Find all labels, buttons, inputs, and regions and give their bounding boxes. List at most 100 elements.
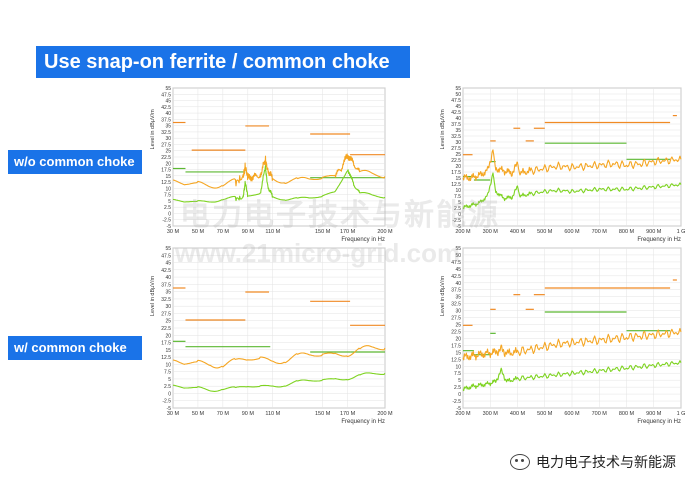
emi-chart-high-without-choke: 555047.54542.54037.53532.53027.52522.520… [440, 86, 685, 243]
x-tick-label: 50 M [192, 411, 205, 417]
y-tick-label: 35 [165, 290, 171, 296]
y-tick-label: 17.5 [451, 343, 461, 349]
x-tick-label: 70 M [217, 411, 230, 417]
y-tick-label: 5 [168, 199, 171, 205]
series-peak-line [172, 153, 386, 189]
y-tick-label: 42.5 [161, 105, 171, 111]
y-tick-label: 30 [455, 140, 461, 146]
x-tick-label: 110 M [265, 411, 280, 417]
series-peak-line [462, 327, 682, 361]
y-tick-label: 25 [455, 152, 461, 158]
series-average-line [462, 172, 682, 210]
x-tick-label: 900 M [646, 411, 662, 417]
y-tick-label: 12.5 [161, 355, 171, 361]
y-tick-label: 20 [455, 164, 461, 170]
y-tick-label: 55 [455, 86, 461, 92]
x-tick-label: 400 M [510, 229, 526, 235]
x-tick-label: 30 M [167, 229, 180, 235]
y-tick-label: 45 [165, 261, 171, 267]
y-tick-label: 35 [165, 124, 171, 130]
y-tick-label: 37.5 [161, 282, 171, 288]
x-tick-label: 150 M [315, 411, 331, 417]
y-tick-label: 45 [165, 99, 171, 105]
y-tick-label: 35 [455, 128, 461, 134]
footer-brand: 电力电子技术与新能源 [510, 452, 676, 472]
y-tick-label: 7.5 [164, 193, 171, 199]
y-tick-label: 15 [165, 174, 171, 180]
x-tick-label: 30 M [167, 411, 180, 417]
y-tick-label: 37.5 [451, 122, 461, 128]
y-tick-label: 47.5 [161, 253, 171, 259]
y-tick-label: 30 [165, 136, 171, 142]
x-tick-label: 70 M [217, 229, 230, 235]
y-axis-label: Level in dBµV/m [150, 109, 156, 150]
y-tick-label: 32.5 [161, 297, 171, 303]
y-tick-label: 10 [165, 362, 171, 368]
series-peak-line [462, 149, 682, 182]
y-tick-label: 55 [165, 246, 171, 252]
y-tick-label: 2.5 [164, 205, 171, 211]
y-tick-label: 40 [165, 111, 171, 117]
y-axis-label: Level in dBµV/m [440, 276, 446, 317]
y-tick-label: 12.5 [451, 182, 461, 188]
x-tick-label: 700 M [592, 411, 608, 417]
x-tick-label: 600 M [564, 229, 580, 235]
y-tick-label: 0 [168, 391, 171, 397]
y-tick-label: -2.5 [452, 399, 461, 405]
y-tick-label: 22.5 [451, 158, 461, 164]
y-tick-label: 0 [458, 392, 461, 398]
y-tick-label: 17.5 [451, 170, 461, 176]
y-axis-label: Level in dBµV/m [150, 276, 156, 317]
y-tick-label: 0 [458, 212, 461, 218]
y-tick-label: 2.5 [454, 206, 461, 212]
y-tick-label: 12.5 [161, 180, 171, 186]
series-average-line [172, 372, 386, 392]
x-tick-label: 150 M [315, 229, 331, 235]
y-tick-label: 10 [455, 188, 461, 194]
label-without-choke: w/o common choke [8, 150, 142, 174]
y-tick-label: 15 [455, 176, 461, 182]
y-tick-label: 27.5 [451, 316, 461, 322]
x-tick-label: 90 M [242, 229, 255, 235]
slide-title: Use snap-on ferrite / common choke [36, 46, 410, 78]
y-tick-label: 10 [455, 364, 461, 370]
y-tick-label: -5 [167, 406, 172, 412]
y-tick-label: 25 [455, 323, 461, 329]
y-axis-label: Level in dBµV/m [440, 109, 446, 150]
y-tick-label: 47.5 [161, 92, 171, 98]
y-tick-label: 17.5 [161, 341, 171, 347]
x-axis-label: Frequency in Hz [637, 419, 681, 425]
y-tick-label: 40 [165, 275, 171, 281]
y-tick-label: 7.5 [454, 194, 461, 200]
y-tick-label: 20 [165, 161, 171, 167]
x-tick-label: 500 M [537, 411, 553, 417]
x-tick-label: 50 M [192, 229, 205, 235]
x-tick-label: 200 M [455, 229, 471, 235]
x-tick-label: 500 M [537, 229, 553, 235]
x-tick-label: 400 M [510, 411, 526, 417]
y-tick-label: 55 [165, 86, 171, 92]
y-tick-label: 5 [458, 378, 461, 384]
y-tick-label: 50 [455, 92, 461, 98]
y-tick-label: 27.5 [451, 146, 461, 152]
y-tick-label: 27.5 [161, 311, 171, 317]
x-tick-label: 170 M [340, 411, 356, 417]
x-tick-label: 90 M [242, 411, 255, 417]
y-tick-label: 20 [455, 336, 461, 342]
x-tick-label: 800 M [619, 229, 635, 235]
y-tick-label: 12.5 [451, 357, 461, 363]
emi-chart-high-with-choke: 555047.54542.54037.53532.53027.52522.520… [440, 246, 685, 425]
y-tick-label: 42.5 [451, 110, 461, 116]
series-average-line [172, 165, 386, 203]
y-tick-label: 22.5 [161, 326, 171, 332]
wechat-icon [510, 454, 530, 470]
y-tick-label: -5 [167, 224, 172, 230]
y-tick-label: 30 [165, 304, 171, 310]
y-tick-label: -5 [457, 406, 462, 412]
series-peak-line [172, 345, 386, 369]
y-tick-label: 32.5 [451, 302, 461, 308]
y-tick-label: 40 [455, 281, 461, 287]
y-tick-label: 22.5 [161, 155, 171, 161]
y-tick-label: 2.5 [454, 385, 461, 391]
y-tick-label: 42.5 [161, 268, 171, 274]
